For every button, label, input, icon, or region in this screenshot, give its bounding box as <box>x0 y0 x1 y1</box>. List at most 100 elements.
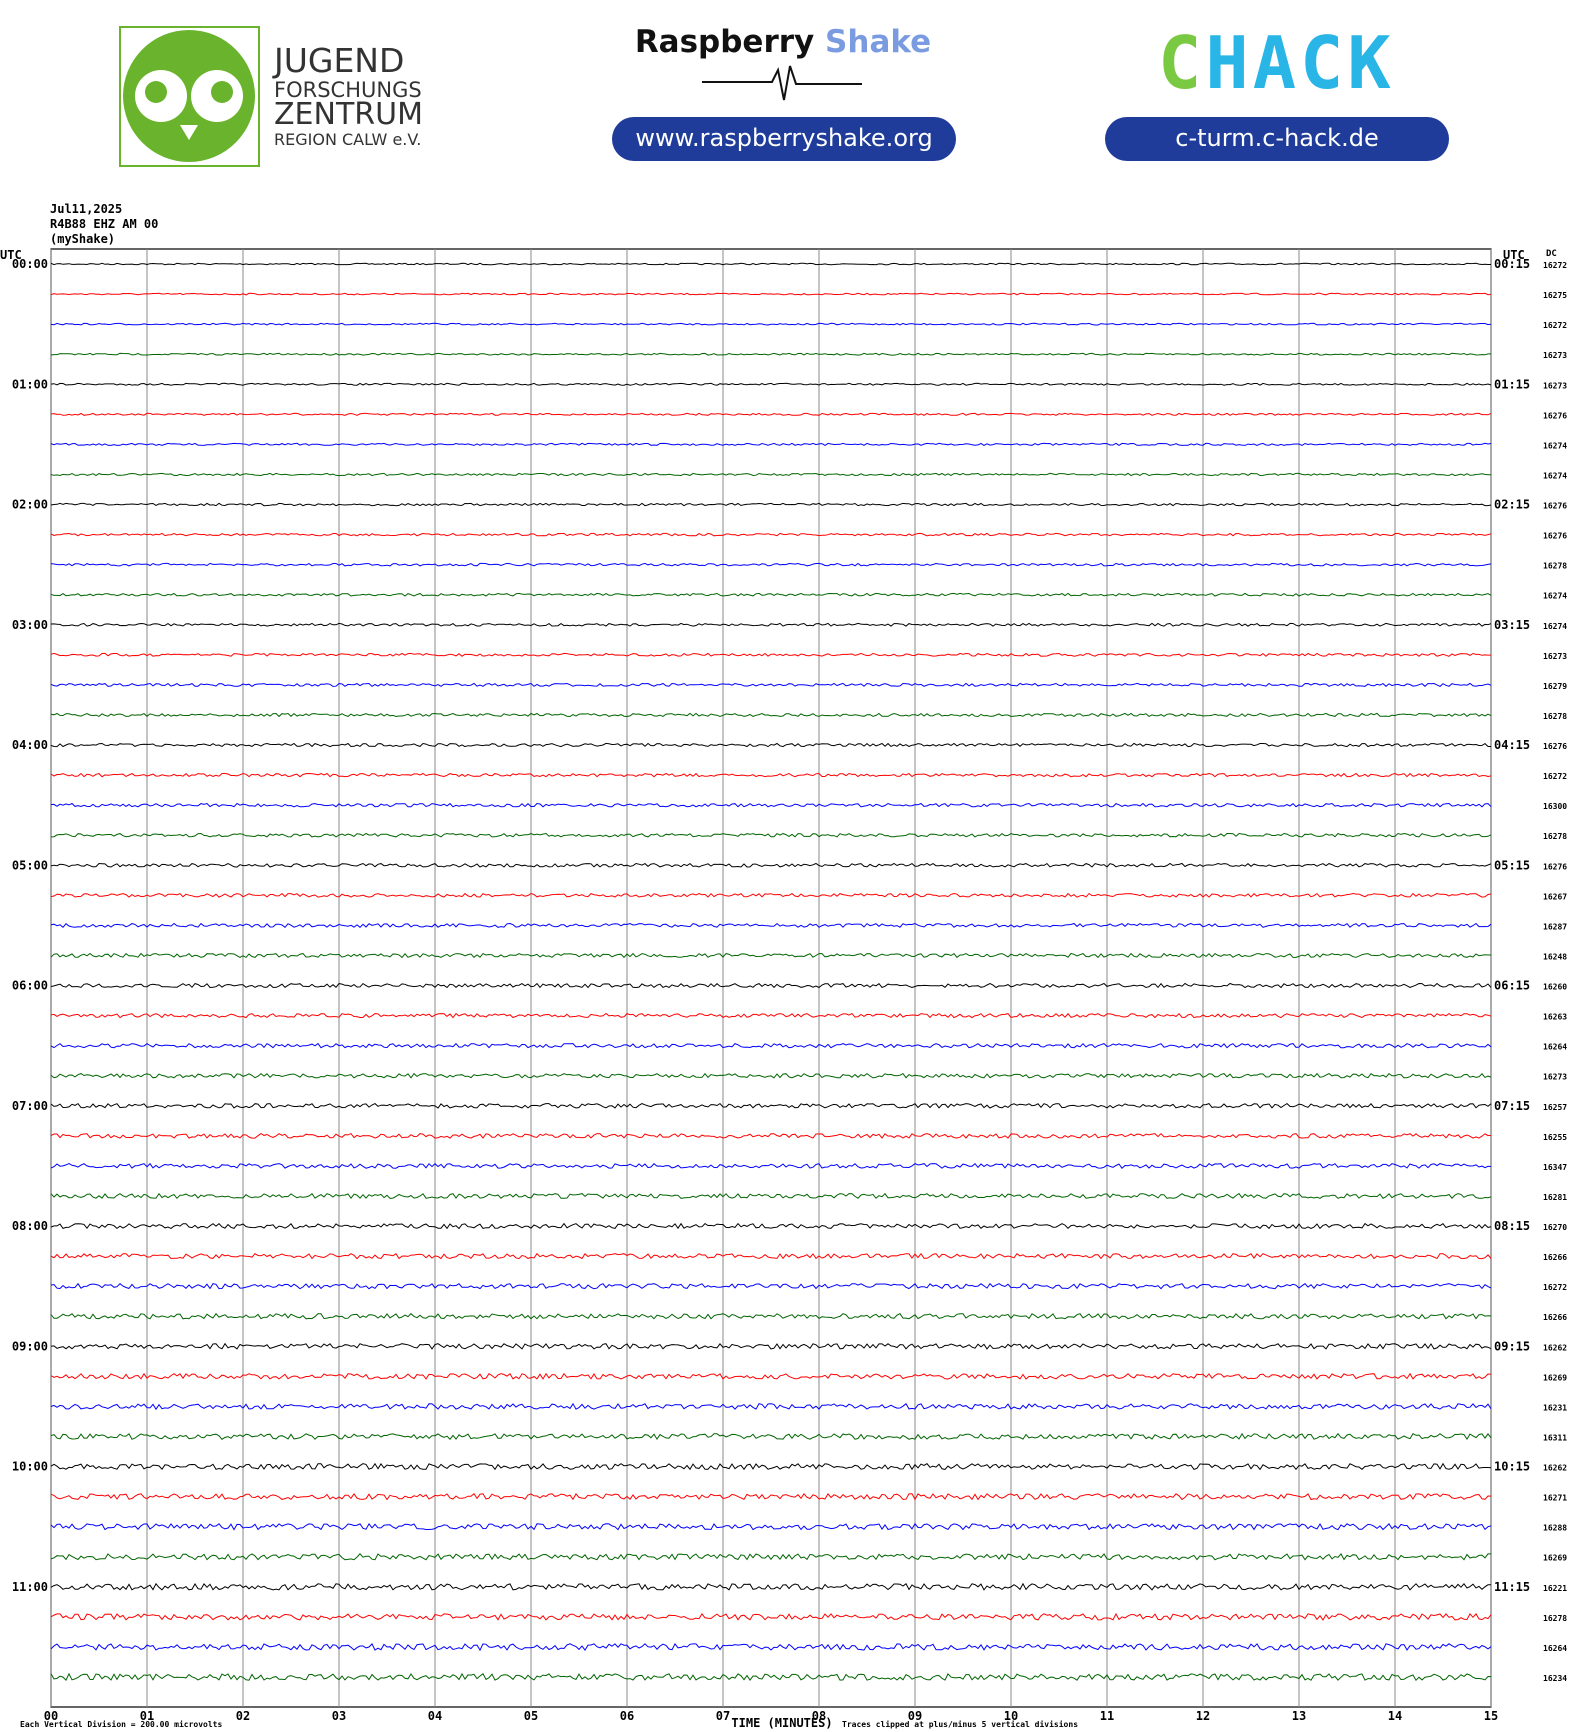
trace <box>50 322 1492 326</box>
left-time-label: 03:00 <box>12 618 48 632</box>
dc-value: 16272 <box>1543 1283 1567 1292</box>
seismo-icon <box>702 65 862 101</box>
dc-value: 16275 <box>1543 291 1567 300</box>
right-time-label: 00:15 <box>1494 257 1530 271</box>
right-time-label: 06:15 <box>1494 979 1530 993</box>
dc-value: 16260 <box>1543 983 1567 992</box>
trace <box>50 862 1492 868</box>
right-time-label: 01:15 <box>1494 377 1530 391</box>
left-time-label: 09:00 <box>12 1339 48 1353</box>
dc-value: 16276 <box>1543 502 1567 511</box>
left-time-label: 08:00 <box>12 1219 48 1233</box>
dc-value: 16266 <box>1543 1253 1567 1262</box>
trace <box>50 922 1492 929</box>
url-pill[interactable] <box>612 117 956 161</box>
x-tick-label: 12 <box>1196 1709 1210 1723</box>
trace <box>50 1372 1492 1380</box>
station: R4B88 EHZ AM 00 <box>50 217 158 231</box>
trace <box>50 592 1492 597</box>
trace <box>50 502 1492 507</box>
hack: HACK <box>1205 21 1394 105</box>
x-tick-label: 09 <box>908 1709 922 1723</box>
dc-label: DC <box>1546 249 1557 259</box>
x-axis-title: TIME (MINUTES) <box>731 1716 832 1730</box>
dc-value: 16288 <box>1543 1524 1567 1533</box>
x-tick-label: 04 <box>428 1709 442 1723</box>
x-tick-label: 15 <box>1484 1709 1498 1723</box>
trace <box>50 1553 1491 1561</box>
trace <box>50 1522 1492 1531</box>
trace <box>50 1012 1492 1019</box>
x-tick-label: 11 <box>1100 1709 1114 1723</box>
dc-value: 16263 <box>1543 1013 1567 1022</box>
dc-value: 16276 <box>1543 862 1567 871</box>
left-time-label: 10:00 <box>12 1460 48 1474</box>
url[interactable]: c-turm.c-hack.de <box>1175 124 1378 152</box>
right-time-label: 10:15 <box>1494 1460 1530 1474</box>
raspberry-title: Raspberry Shake <box>635 24 931 60</box>
dc-value: 16248 <box>1543 952 1567 961</box>
dc-value: 16278 <box>1543 832 1567 841</box>
dc-value: 16234 <box>1543 1674 1567 1683</box>
right-time-label: 09:15 <box>1494 1339 1530 1353</box>
dc-value: 16276 <box>1543 532 1567 541</box>
dc-value: 16276 <box>1543 742 1567 751</box>
left-time-label: 02:00 <box>12 498 48 512</box>
left-time-label: 05:00 <box>12 858 48 872</box>
trace <box>50 1672 1492 1682</box>
trace <box>50 1072 1492 1079</box>
word: Shake <box>825 24 931 60</box>
trace <box>50 1402 1492 1411</box>
right-time-label: 05:15 <box>1494 858 1530 872</box>
dc-value: 16273 <box>1543 381 1567 390</box>
trace <box>50 712 1492 718</box>
x-tick-label: 02 <box>236 1709 250 1723</box>
trace <box>50 472 1491 477</box>
left-time-label: 01:00 <box>12 377 48 391</box>
left-time-label: 07:00 <box>12 1099 48 1113</box>
trace <box>50 652 1491 657</box>
x-tick-label: 01 <box>140 1709 154 1723</box>
left-axis-label: UTC <box>0 248 22 262</box>
right-time-label: 07:15 <box>1494 1099 1530 1113</box>
plot-frame <box>50 248 1492 1708</box>
word: Raspberry <box>635 24 814 60</box>
dc-value: 16276 <box>1543 411 1567 420</box>
right-time-label: 04:15 <box>1494 738 1530 752</box>
dc-value: 16271 <box>1543 1494 1567 1503</box>
trace <box>50 742 1491 748</box>
x-tick-label: 05 <box>524 1709 538 1723</box>
date: Jul11,2025 <box>50 202 122 216</box>
chack-logo: CHACK <box>1158 21 1395 105</box>
trace <box>50 1432 1492 1441</box>
dc-value: 16264 <box>1543 1644 1567 1653</box>
x-tick-label: 00 <box>44 1709 58 1723</box>
trace <box>50 772 1492 778</box>
dc-value: 16221 <box>1543 1584 1567 1593</box>
trace <box>50 382 1492 386</box>
footer-right: Traces clipped at plus/minus 5 vertical … <box>842 1719 1078 1729</box>
trace <box>50 682 1492 688</box>
trace <box>50 1192 1492 1200</box>
trace <box>50 952 1491 959</box>
dc-value: 16269 <box>1543 1373 1567 1382</box>
dc-value: 16274 <box>1543 592 1567 601</box>
left-time-label: 00:00 <box>12 257 48 271</box>
dc-value: 16266 <box>1543 1313 1567 1322</box>
trace <box>50 1462 1492 1471</box>
dc-value: 16273 <box>1543 1073 1567 1082</box>
x-tick-label: 10 <box>1004 1709 1018 1723</box>
dc-value: 16269 <box>1543 1554 1567 1563</box>
x-tick-label: 07 <box>716 1709 730 1723</box>
trace <box>50 1282 1492 1290</box>
trace <box>50 1042 1492 1049</box>
left-time-label: 11:00 <box>12 1580 48 1594</box>
url[interactable]: www.raspberryshake.org <box>635 124 932 152</box>
trace <box>50 1102 1492 1109</box>
trace <box>50 1222 1492 1230</box>
right-time-label: 03:15 <box>1494 618 1530 632</box>
trace <box>50 292 1492 296</box>
url-pill[interactable] <box>1105 117 1449 161</box>
